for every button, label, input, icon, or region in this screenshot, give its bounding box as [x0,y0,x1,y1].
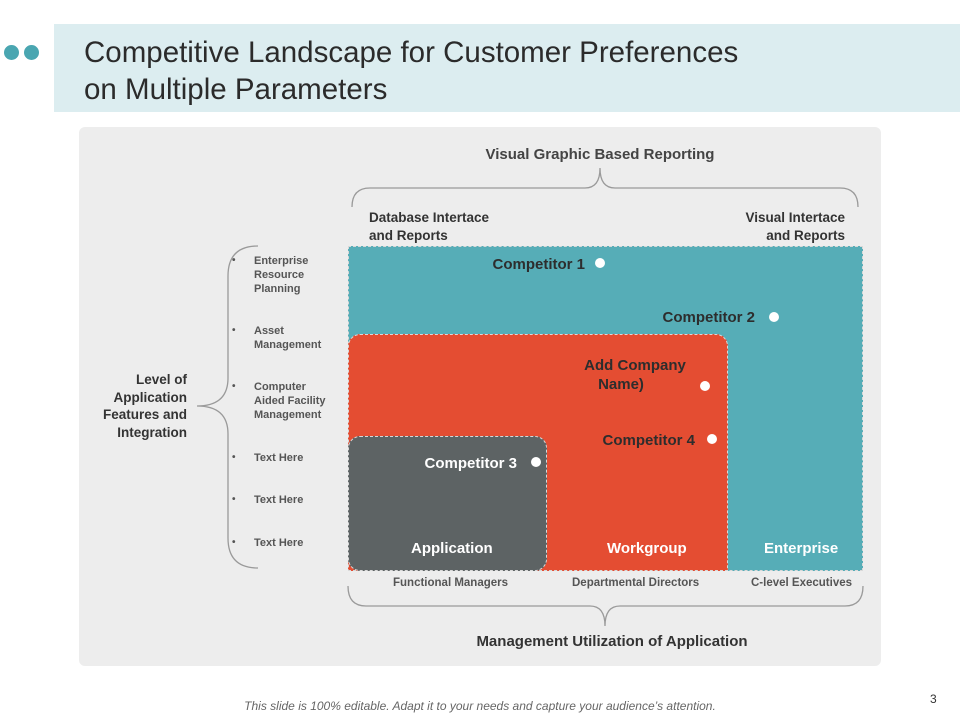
competitor-4-marker [707,434,717,444]
top-axis-label: Visual Graphic Based Reporting [485,146,715,163]
competitor-2-text: Competitor 2 [662,309,755,326]
competitor-2-marker [769,312,779,322]
top-axis-left-end: Database Intertace and Reports [369,209,489,245]
role-c-level-executives: C-level Executives [751,577,853,589]
feature-text: Planning [254,283,301,295]
bullet-icon: • [232,452,236,463]
competitor-1-text: Competitor 1 [492,256,585,273]
title-line-2: on Multiple Parameters [84,73,388,106]
role-functional-managers: Functional Managers [393,577,509,589]
application-label: Application [411,540,493,557]
feature-text: Management [254,339,322,351]
left-axis-line-2: Application [113,389,188,405]
bullet-icon: • [232,381,236,392]
workgroup-label: Workgroup [607,540,687,557]
bottom-brace [347,585,864,627]
footer-note: This slide is 100% editable. Adapt it to… [244,699,716,713]
top-right-line-2: and Reports [766,228,845,243]
competitor-label: Competitor 1 [440,255,585,274]
left-axis-line-4: Integration [117,424,187,440]
bullet-icon: • [232,537,236,548]
top-left-line-2: and Reports [369,228,448,243]
feature-text: Aided Facility [254,395,326,407]
bottom-axis-label: Management Utilization of Application [476,633,748,650]
page-number: 3 [930,692,937,706]
top-brace [351,167,859,208]
bullet-icon: • [232,255,236,266]
feature-text: Resource [254,269,305,281]
application-region [348,436,547,571]
top-right-line-1: Visual Intertace [745,210,845,225]
feature-text: Management [254,409,322,421]
top-axis-right-end: Visual Intertace and Reports [700,209,845,245]
competitor-label: Competitor 4 [550,431,695,450]
feature-text: Text Here [254,537,304,549]
feature-text: Text Here [254,494,304,506]
add-company-marker [700,381,710,391]
title-line-1: Competitive Landscape for Customer Prefe… [84,36,739,69]
left-brace [196,245,259,569]
competitor-3-text: Competitor 3 [424,455,517,472]
bullet-icon: • [232,325,236,336]
competitor-label: Competitor 3 [372,454,517,473]
left-axis-label: Level of Application Features and Integr… [82,371,187,441]
role-departmental-directors: Departmental Directors [572,577,700,589]
accent-dot-2 [24,45,39,60]
feature-text: Text Here [254,452,304,464]
top-left-line-1: Database Intertace [369,210,490,225]
competitor-3-marker [531,457,541,467]
left-axis-line-3: Features and [102,407,187,422]
title-bar [54,24,960,112]
feature-text: Computer [254,381,306,393]
bullet-icon: • [232,494,236,505]
competitor-4-text: Competitor 4 [602,432,695,449]
add-company-text-1: Add Company [584,357,686,374]
slide-title: Competitive Landscape for Customer Prefe… [84,34,944,108]
feature-text: Asset [254,325,284,337]
competitor-1-marker [595,258,605,268]
enterprise-label: Enterprise [764,540,839,557]
add-company-text-2: Name) [598,376,644,393]
accent-dot-1 [4,45,19,60]
competitor-label: Competitor 2 [610,308,755,327]
competitor-label: Add Company Name) [560,356,710,394]
left-axis-line-1: Level of [135,372,187,387]
feature-text: Enterprise [254,255,309,267]
